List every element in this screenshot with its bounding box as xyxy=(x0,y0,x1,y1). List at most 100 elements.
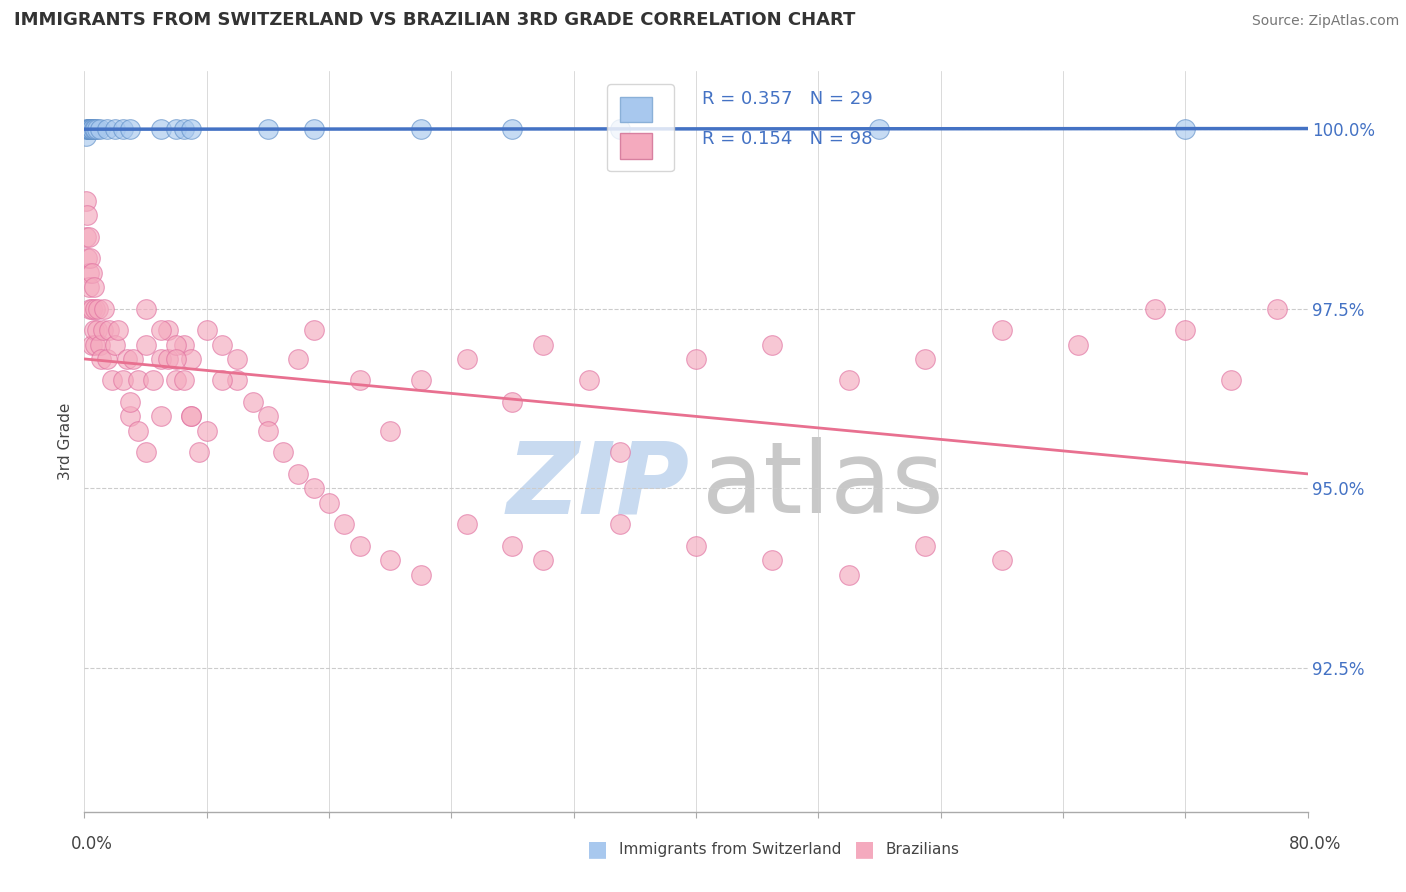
Point xyxy=(86,121,108,136)
Point xyxy=(349,539,371,553)
Point xyxy=(409,121,432,136)
Point xyxy=(211,337,233,351)
Point xyxy=(302,121,325,136)
Point xyxy=(84,121,107,136)
Point xyxy=(107,323,129,337)
Point xyxy=(287,467,309,481)
Point xyxy=(242,395,264,409)
Point xyxy=(79,121,101,136)
Point xyxy=(76,121,98,136)
Point xyxy=(257,121,280,136)
Point xyxy=(1265,301,1288,316)
Point xyxy=(761,337,783,351)
Point xyxy=(1220,374,1243,388)
Text: Brazilians: Brazilians xyxy=(886,842,960,856)
Point xyxy=(86,323,108,337)
Point xyxy=(90,351,112,366)
Point xyxy=(157,351,180,366)
Point xyxy=(578,374,600,388)
Point xyxy=(80,121,103,136)
Point xyxy=(1143,301,1166,316)
Text: 0.0%: 0.0% xyxy=(70,835,112,853)
Point xyxy=(75,229,97,244)
Point xyxy=(83,323,105,337)
Point xyxy=(502,121,524,136)
Point xyxy=(456,517,478,532)
Point xyxy=(76,252,98,266)
Point xyxy=(502,539,524,553)
Text: ■: ■ xyxy=(588,839,607,859)
Point xyxy=(120,409,142,424)
Point xyxy=(149,351,172,366)
Point xyxy=(77,121,100,136)
Point xyxy=(111,374,134,388)
Point xyxy=(104,337,127,351)
Point xyxy=(173,337,195,351)
Point xyxy=(180,409,202,424)
Point xyxy=(149,323,172,337)
Point xyxy=(349,374,371,388)
Point xyxy=(77,229,100,244)
Point xyxy=(77,280,100,294)
Point xyxy=(502,395,524,409)
Point xyxy=(609,445,631,459)
Point xyxy=(93,301,115,316)
Point xyxy=(111,121,134,136)
Point xyxy=(76,208,98,222)
Point xyxy=(1174,121,1197,136)
Point xyxy=(456,351,478,366)
Point xyxy=(195,424,218,438)
Point xyxy=(180,409,202,424)
Point xyxy=(761,553,783,567)
Point xyxy=(257,409,280,424)
Point xyxy=(165,121,187,136)
Point xyxy=(531,553,554,567)
Point xyxy=(127,424,149,438)
Point xyxy=(84,301,107,316)
Point xyxy=(75,129,97,144)
Point xyxy=(165,337,187,351)
Text: 80.0%: 80.0% xyxy=(1288,835,1341,853)
Point xyxy=(83,121,105,136)
Text: ZIP: ZIP xyxy=(506,437,690,534)
Point xyxy=(104,121,127,136)
Point xyxy=(135,337,157,351)
Point xyxy=(96,121,118,136)
Point xyxy=(142,374,165,388)
Point xyxy=(79,121,101,136)
Point xyxy=(77,121,100,136)
Point xyxy=(79,301,101,316)
Text: atlas: atlas xyxy=(702,437,943,534)
Text: IMMIGRANTS FROM SWITZERLAND VS BRAZILIAN 3RD GRADE CORRELATION CHART: IMMIGRANTS FROM SWITZERLAND VS BRAZILIAN… xyxy=(14,11,855,29)
Point xyxy=(173,121,195,136)
Point xyxy=(101,374,124,388)
Point xyxy=(165,351,187,366)
Point xyxy=(302,323,325,337)
Point xyxy=(80,266,103,280)
Point xyxy=(869,121,891,136)
Point xyxy=(838,374,860,388)
Point xyxy=(226,374,249,388)
Point xyxy=(120,395,142,409)
Point xyxy=(96,351,118,366)
Point xyxy=(91,323,114,337)
Point xyxy=(115,351,138,366)
Point xyxy=(409,567,432,582)
Y-axis label: 3rd Grade: 3rd Grade xyxy=(58,403,73,480)
Point xyxy=(914,351,936,366)
Point xyxy=(89,337,111,351)
Point xyxy=(165,374,187,388)
Point xyxy=(89,121,111,136)
Point xyxy=(991,553,1014,567)
Point xyxy=(77,121,100,136)
Point xyxy=(226,351,249,366)
Point xyxy=(188,445,211,459)
Point xyxy=(180,351,202,366)
Point xyxy=(83,280,105,294)
Point xyxy=(77,266,100,280)
Point xyxy=(87,301,110,316)
Point xyxy=(127,374,149,388)
Point xyxy=(838,567,860,582)
Text: R = 0.154   N = 98: R = 0.154 N = 98 xyxy=(702,130,873,148)
Point xyxy=(409,374,432,388)
